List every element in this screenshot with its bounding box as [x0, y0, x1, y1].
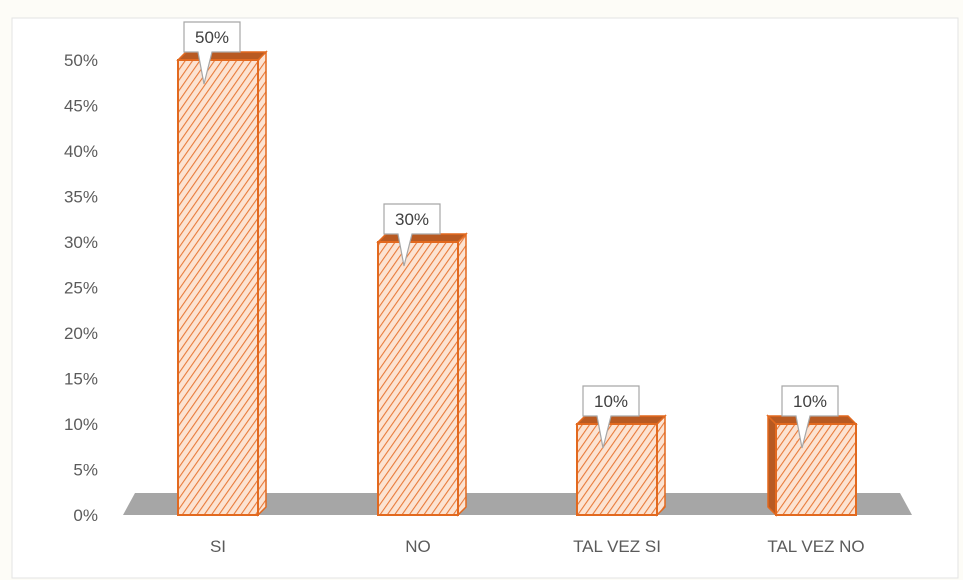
y-tick-label: 45% [64, 97, 98, 116]
y-tick-label: 10% [64, 415, 98, 434]
bar [176, 50, 268, 517]
y-tick-label: 0% [73, 506, 98, 525]
y-tick-label: 20% [64, 324, 98, 343]
data-label-text: 50% [195, 28, 229, 47]
data-label-text: 30% [395, 210, 429, 229]
y-tick-label: 30% [64, 233, 98, 252]
bar-side-face [457, 232, 467, 517]
bar [376, 232, 468, 517]
data-label-callout: 10% [582, 385, 640, 449]
x-category-label: TAL VEZ SI [573, 537, 661, 556]
bar-front-face [775, 423, 857, 516]
bar-top-face [575, 415, 667, 425]
y-tick-label: 35% [64, 188, 98, 207]
y-tick-label: 25% [64, 279, 98, 298]
data-label-box [383, 203, 441, 267]
y-tick-label: 50% [64, 51, 98, 70]
data-label-box [183, 21, 241, 85]
y-tick-label: 40% [64, 142, 98, 161]
data-label-callout: 50% [183, 21, 241, 85]
bar [575, 414, 667, 517]
data-label-text: 10% [594, 392, 628, 411]
data-label-text: 10% [793, 392, 827, 411]
data-label-callout: 30% [383, 203, 441, 267]
data-label-callout: 10% [781, 385, 839, 449]
bar-front-face [177, 59, 259, 516]
bar-top-face [376, 233, 468, 243]
bar-top-face [766, 415, 858, 425]
bar-front-face [377, 241, 459, 516]
x-category-label: NO [405, 537, 431, 556]
bar-top-face [176, 51, 268, 61]
bar-side-face [656, 414, 666, 517]
bar-side-face [767, 414, 777, 517]
x-category-label: SI [210, 537, 226, 556]
bar [766, 414, 858, 517]
x-category-label: TAL VEZ NO [767, 537, 864, 556]
bar-side-face [257, 50, 267, 517]
data-label-box [781, 385, 839, 449]
data-label-box [582, 385, 640, 449]
chart-floor [123, 493, 912, 515]
y-tick-label: 15% [64, 370, 98, 389]
y-tick-label: 5% [73, 461, 98, 480]
bar-front-face [576, 423, 658, 516]
